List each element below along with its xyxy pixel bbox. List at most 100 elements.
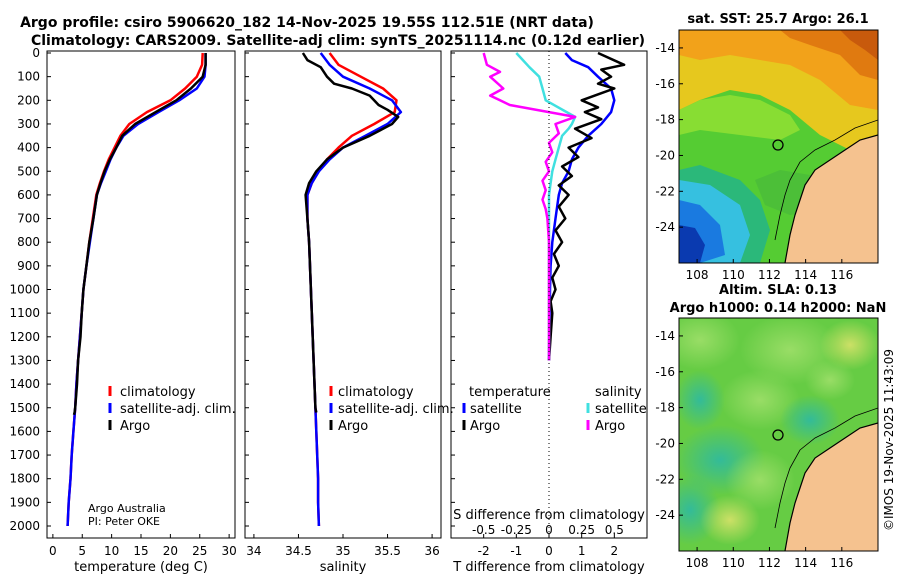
legend-label: satellite-adj. clim.	[338, 402, 454, 417]
series-line-temperature-argo	[547, 51, 626, 361]
depth-tick-label: 100	[17, 70, 40, 84]
depth-tick-label: 1000	[9, 283, 40, 297]
difference-s-label: S difference from climatology	[453, 508, 645, 523]
map-y-tick-label: -20	[655, 148, 675, 162]
depth-tick-label: 900	[17, 259, 40, 273]
map-x-tick-label: 110	[722, 268, 745, 282]
legend-label: Argo	[595, 419, 625, 434]
s-tick-label: -0.5	[472, 523, 495, 537]
argo-position-marker	[772, 139, 784, 151]
depth-tick-label: 1200	[9, 330, 40, 344]
depth-axis: 0 100 200 300 400 500 600 700 800 900 1000 1100 1200…	[9, 46, 455, 533]
depth-tick-label: 600	[17, 188, 40, 202]
difference-legend: temperature salinity satellite Argo sate…	[462, 385, 647, 434]
series-line-salinity-argo	[482, 52, 577, 361]
map-y-tick-label: -16	[655, 365, 675, 379]
x-tick-label: 25	[192, 544, 207, 558]
sst-map-ticks: 108 110 112 114 116 -14 -16 -18 -20 -22 -24	[655, 41, 853, 282]
s-tick-label: 0.25	[568, 523, 595, 537]
annotation-line2: PI: Peter OKE	[88, 515, 160, 528]
depth-tick-label: 500	[17, 164, 40, 178]
sst-map	[679, 30, 878, 263]
map-x-tick-label: 108	[686, 556, 709, 570]
legend-label: satellite-adj. clim.	[120, 402, 236, 417]
sla-map-title: Altim. SLA: 0.13	[719, 283, 837, 298]
salinity-legend: climatology satellite-adj. clim. Argo	[329, 385, 454, 434]
s-tick-label: 0.5	[605, 523, 624, 537]
figure-title-line2: Climatology: CARS2009. Satellite-adj cli…	[31, 33, 645, 49]
salinity-series	[301, 52, 403, 527]
depth-tick-label: 800	[17, 235, 40, 249]
map-y-tick-label: -16	[655, 77, 675, 91]
s-tick-label: -0.25	[501, 523, 532, 537]
depth-tick-label: 200	[17, 93, 40, 107]
depth-tick-label: 2000	[9, 519, 40, 533]
sst-map-title: sat. SST: 25.7 Argo: 26.1	[687, 12, 868, 27]
depth-tick-label: 1800	[9, 472, 40, 486]
map-x-tick-label: 112	[758, 556, 781, 570]
legend-label: Argo	[470, 419, 500, 434]
x-tick-label: 10	[104, 544, 119, 558]
figure-title-line1: Argo profile: csiro 5906620_182 14-Nov-2…	[20, 15, 594, 31]
legend-label: satellite	[595, 402, 647, 417]
temperature-series	[66, 52, 207, 527]
sla-map-subtitle: Argo h1000: 0.14 h2000: NaN	[670, 301, 887, 316]
map-y-tick-label: -14	[655, 41, 675, 55]
map-y-tick-label: -24	[655, 508, 675, 522]
map-x-tick-label: 116	[830, 556, 853, 570]
depth-tick-label: 0	[32, 46, 40, 60]
temperature-x-ticks: 0 5 10 15 20 25 30	[49, 534, 237, 558]
map-y-tick-label: -18	[655, 113, 675, 127]
x-tick-label: 20	[163, 544, 178, 558]
depth-tick-label: 1400	[9, 377, 40, 391]
x-tick-label: 35.5	[374, 544, 401, 558]
series-line-climatology	[306, 52, 398, 527]
map-x-tick-label: 116	[830, 268, 853, 282]
imos-stamp: ©IMOS 19-Nov-2025 11:43:09	[882, 349, 896, 531]
map-y-tick-label: -22	[655, 184, 675, 198]
x-tick-label: -2	[478, 544, 490, 558]
map-y-tick-label: -20	[655, 436, 675, 450]
temperature-panel-frame	[46, 50, 236, 539]
depth-tick-label: 400	[17, 141, 40, 155]
difference-x-ticks: -2 -1 0 1 2	[478, 534, 618, 558]
temperature-xlabel: temperature (deg C)	[74, 560, 208, 575]
annotation-line1: Argo Australia	[88, 502, 166, 515]
s-tick-label: 0	[545, 523, 553, 537]
x-tick-label: 1	[578, 544, 586, 558]
legend-label: satellite	[470, 402, 522, 417]
sla-map	[679, 318, 878, 551]
sst-map-frame	[678, 29, 879, 264]
x-tick-label: 2	[611, 544, 619, 558]
depth-tick-label: 1100	[9, 306, 40, 320]
x-tick-label: 0	[545, 544, 553, 558]
legend-header-temperature: temperature	[469, 385, 551, 400]
temperature-legend: climatology satellite-adj. clim. Argo	[108, 385, 236, 434]
map-x-tick-label: 114	[794, 268, 817, 282]
x-tick-label: 36	[424, 544, 439, 558]
legend-header-salinity: salinity	[595, 385, 642, 400]
legend-label: Argo	[120, 419, 150, 434]
x-tick-label: 0	[49, 544, 57, 558]
x-tick-label: 35	[335, 544, 350, 558]
legend-label: Argo	[338, 419, 368, 434]
x-tick-label: 5	[78, 544, 86, 558]
sla-map-ticks: 108 110 112 114 116 -14 -16 -18 -20 -22 -24	[655, 329, 853, 570]
map-y-tick-label: -18	[655, 401, 675, 415]
map-x-tick-label: 108	[686, 268, 709, 282]
map-x-tick-label: 114	[794, 556, 817, 570]
difference-series	[482, 51, 626, 361]
x-tick-label: -1	[510, 544, 522, 558]
x-tick-label: 30	[221, 544, 236, 558]
depth-tick-label: 1300	[9, 353, 40, 367]
map-x-tick-label: 110	[722, 556, 745, 570]
depth-tick-label: 1700	[9, 448, 40, 462]
salinity-x-ticks: 34 34.5 35 35.5 36	[246, 534, 440, 558]
depth-tick-label: 1500	[9, 401, 40, 415]
series-line-satellite-adj-clim-	[306, 52, 403, 527]
salinity-xlabel: salinity	[320, 560, 367, 575]
map-y-tick-label: -14	[655, 329, 675, 343]
depth-tick-label: 1600	[9, 424, 40, 438]
salinity-panel-frame	[244, 50, 442, 539]
